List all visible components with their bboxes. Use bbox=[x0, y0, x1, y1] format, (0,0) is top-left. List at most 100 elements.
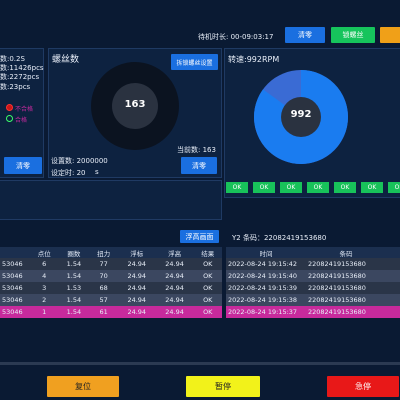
green-indicator-icon bbox=[6, 115, 13, 122]
table-row[interactable]: 53046 6 1.54 77 24.94 24.94 OK bbox=[0, 258, 222, 270]
current-count-label: 当前数: 163 bbox=[177, 146, 216, 154]
col-header-barcode bbox=[0, 247, 30, 258]
col-header-float-height: 浮高 bbox=[155, 247, 194, 258]
cell: 53046 bbox=[0, 294, 30, 306]
cell: 1.53 bbox=[58, 282, 90, 294]
cell: 24.94 bbox=[155, 306, 194, 318]
reset-button[interactable]: 复位 bbox=[47, 376, 119, 397]
cell: 53046 bbox=[0, 306, 30, 318]
left-table-container: 点位 圈数 扭力 浮标 浮高 结果 53046 6 1.54 77 24.94 … bbox=[0, 247, 222, 357]
col-header-turns: 圈数 bbox=[58, 247, 90, 258]
cell: 2022-08-24 19:15:42 bbox=[226, 258, 306, 270]
speed-title: 转速:992RPM bbox=[228, 55, 280, 64]
col-header-extra bbox=[386, 247, 400, 258]
cell: 24.94 bbox=[155, 270, 194, 282]
cell: 53046 bbox=[0, 270, 30, 282]
table-row[interactable]: 2022-08-24 19:15:40 22082419153680 bbox=[226, 270, 400, 282]
cell: 24.94 bbox=[117, 270, 156, 282]
gauge-value: 992 bbox=[290, 109, 312, 120]
float-height-button[interactable]: 浮高画面 bbox=[180, 230, 219, 243]
table-row[interactable]: 2022-08-24 19:15:38 22082419153680 bbox=[226, 294, 400, 306]
cell bbox=[386, 270, 400, 282]
gauge-hole bbox=[281, 97, 321, 137]
middle-strip bbox=[0, 180, 222, 220]
col-header-result: 结果 bbox=[193, 247, 222, 258]
screw-results-table: 点位 圈数 扭力 浮标 浮高 结果 53046 6 1.54 77 24.94 … bbox=[0, 247, 222, 318]
col-header-torque: 扭力 bbox=[89, 247, 118, 258]
screw-clear-button[interactable]: 清零 bbox=[181, 157, 217, 174]
cell: 24.94 bbox=[155, 258, 194, 270]
donut-hole bbox=[112, 83, 158, 129]
cell: OK bbox=[193, 258, 222, 270]
cell: 22082419153680 bbox=[306, 294, 386, 306]
left-stats-panel bbox=[0, 48, 44, 178]
table-row-selected[interactable]: 53046 1 1.54 61 24.94 24.94 OK bbox=[0, 306, 222, 318]
setting-time-unit: s bbox=[95, 168, 99, 176]
standby-time: 待机时长: 00-09:03:17 bbox=[198, 33, 274, 41]
table-header-row: 时间 条码 bbox=[226, 247, 400, 258]
cell: 77 bbox=[89, 258, 118, 270]
bottom-divider bbox=[0, 362, 400, 365]
table-row[interactable]: 53046 4 1.54 70 24.94 24.94 OK bbox=[0, 270, 222, 282]
cell: 6 bbox=[30, 258, 59, 270]
table-row[interactable]: 53046 3 1.53 68 24.94 24.94 OK bbox=[0, 282, 222, 294]
cell: OK bbox=[193, 270, 222, 282]
col-header-time: 时间 bbox=[226, 247, 306, 258]
disassemble-settings-button[interactable]: 拆锁螺丝设置 bbox=[171, 54, 218, 70]
cell: 2022-08-24 19:15:38 bbox=[226, 294, 306, 306]
cell: 1.54 bbox=[58, 270, 90, 282]
cell: 2 bbox=[30, 294, 59, 306]
table-row-selected[interactable]: 2022-08-24 19:15:37 22082419153680 bbox=[226, 306, 400, 318]
ok-indicator-4: OK bbox=[307, 182, 329, 193]
stat-line-4: 数:23pcs bbox=[0, 83, 31, 91]
lock-screw-button[interactable]: 锁螺丝 bbox=[331, 27, 375, 43]
col-header-barcode: 条码 bbox=[306, 247, 386, 258]
cell bbox=[386, 294, 400, 306]
cell: 24.94 bbox=[117, 258, 156, 270]
setting-time-label: 设定时: 20 bbox=[51, 169, 86, 177]
stat-line-3: 数:2272pcs bbox=[0, 73, 40, 81]
cell: 24.94 bbox=[117, 306, 156, 318]
orange-header-button[interactable] bbox=[380, 27, 400, 43]
cell: 68 bbox=[89, 282, 118, 294]
cell: 22082419153680 bbox=[306, 270, 386, 282]
cell bbox=[386, 258, 400, 270]
y2-barcode: Y2 条码：22082419153680 bbox=[232, 234, 327, 242]
green-indicator-label: 合格 bbox=[15, 117, 28, 124]
cell bbox=[386, 306, 400, 318]
cell bbox=[386, 282, 400, 294]
pause-button[interactable]: 暂停 bbox=[186, 376, 260, 397]
right-table-container: 时间 条码 2022-08-24 19:15:42 22082419153680… bbox=[226, 247, 400, 357]
left-clear-button[interactable]: 清零 bbox=[4, 157, 42, 174]
cell: 3 bbox=[30, 282, 59, 294]
red-indicator-icon bbox=[6, 104, 13, 111]
ok-indicator-6: OK bbox=[361, 182, 383, 193]
header-clear-button[interactable]: 清零 bbox=[285, 27, 325, 43]
emergency-stop-button[interactable]: 急停 bbox=[327, 376, 399, 397]
cell: 53046 bbox=[0, 258, 30, 270]
cell: 22082419153680 bbox=[306, 258, 386, 270]
ok-indicator-7: OK bbox=[388, 182, 400, 193]
cell: 2022-08-24 19:15:40 bbox=[226, 270, 306, 282]
table-header-row: 点位 圈数 扭力 浮标 浮高 结果 bbox=[0, 247, 222, 258]
cell: 1.54 bbox=[58, 258, 90, 270]
cell: OK bbox=[193, 282, 222, 294]
ok-indicator-1: OK bbox=[226, 182, 248, 193]
table-row[interactable]: 53046 2 1.54 57 24.94 24.94 OK bbox=[0, 294, 222, 306]
table-row[interactable]: 2022-08-24 19:15:42 22082419153680 bbox=[226, 258, 400, 270]
stat-line-1: 数:0.2S bbox=[0, 55, 25, 63]
red-indicator-label: 不合格 bbox=[15, 106, 34, 113]
cell: 24.94 bbox=[117, 282, 156, 294]
ok-indicator-2: OK bbox=[253, 182, 275, 193]
speed-gauge bbox=[254, 70, 348, 164]
set-count-label: 设置数: 2000000 bbox=[51, 157, 108, 165]
cell: 2022-08-24 19:15:39 bbox=[226, 282, 306, 294]
table-row[interactable]: 2022-08-24 19:15:39 22082419153680 bbox=[226, 282, 400, 294]
cell: 53046 bbox=[0, 282, 30, 294]
donut-value: 163 bbox=[124, 99, 146, 110]
cell: 4 bbox=[30, 270, 59, 282]
cell: 57 bbox=[89, 294, 118, 306]
cell: 70 bbox=[89, 270, 118, 282]
cell: 24.94 bbox=[155, 282, 194, 294]
cell: 24.94 bbox=[155, 294, 194, 306]
